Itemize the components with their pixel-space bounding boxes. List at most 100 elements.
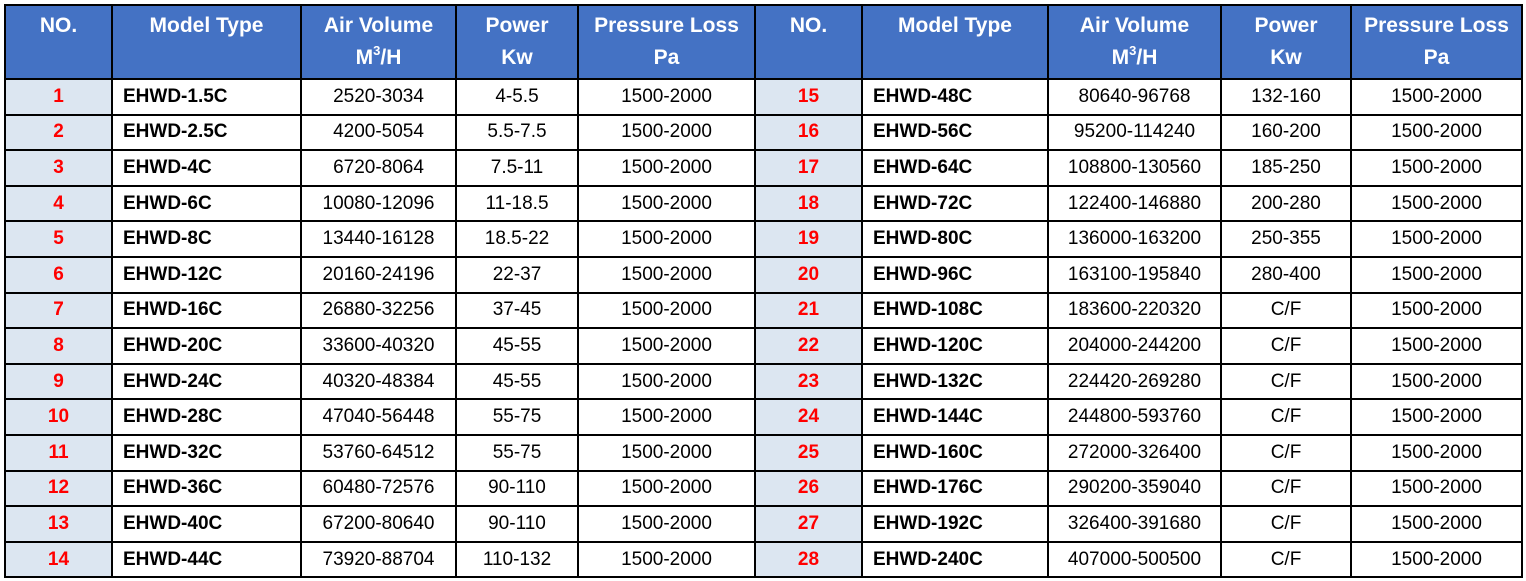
left-pressure-cell: 1500-2000	[577, 113, 756, 152]
table-row: 4 EHWD-6C 10080-12096 11-18.5 1500-2000 18 EHW…	[4, 184, 1523, 223]
table-row: 1 EHWD-1.5C 2520-3034 4-5.5 1500-2000 15 EHWD-…	[4, 78, 1523, 116]
table-row: 11 EHWD-32C 53760-64512 55-75 1500-2000 25 EHW…	[4, 433, 1523, 472]
left-no-cell: 5	[4, 220, 113, 258]
header-no-left: NO.	[4, 4, 113, 80]
left-power-cell: 110-132	[455, 540, 579, 579]
table-row: 9 EHWD-24C 40320-48384 45-55 1500-2000 23 EHWD…	[4, 362, 1523, 401]
right-no-cell: 25	[754, 433, 863, 472]
left-pressure-cell: 1500-2000	[577, 291, 756, 330]
right-model-cell: EHWD-120C	[861, 327, 1049, 365]
right-pressure-cell: 1500-2000	[1350, 149, 1523, 187]
left-pressure-cell: 1500-2000	[577, 255, 756, 294]
right-model-cell: EHWD-72C	[861, 184, 1049, 223]
left-no-cell: 3	[4, 149, 113, 187]
right-no-cell: 28	[754, 540, 863, 579]
left-pressure-cell: 1500-2000	[577, 362, 756, 401]
right-power-cell: C/F	[1220, 505, 1352, 543]
right-air-cell: 272000-326400	[1047, 433, 1222, 472]
left-no-cell: 1	[4, 78, 113, 116]
right-model-cell: EHWD-48C	[861, 78, 1049, 116]
left-pressure-cell: 1500-2000	[577, 469, 756, 508]
right-pressure-cell: 1500-2000	[1350, 540, 1523, 579]
right-pressure-cell: 1500-2000	[1350, 433, 1523, 472]
left-power-cell: 4-5.5	[455, 78, 579, 116]
left-power-cell: 18.5-22	[455, 220, 579, 258]
right-pressure-cell: 1500-2000	[1350, 327, 1523, 365]
right-power-cell: 185-250	[1220, 149, 1352, 187]
left-power-cell: 90-110	[455, 469, 579, 508]
left-power-cell: 90-110	[455, 505, 579, 543]
right-no-cell: 24	[754, 398, 863, 436]
right-no-cell: 18	[754, 184, 863, 223]
header-power-left: Power Kw	[455, 4, 579, 80]
left-pressure-cell: 1500-2000	[577, 184, 756, 223]
right-power-cell: C/F	[1220, 433, 1352, 472]
right-model-cell: EHWD-108C	[861, 291, 1049, 330]
right-model-cell: EHWD-160C	[861, 433, 1049, 472]
right-no-cell: 16	[754, 113, 863, 152]
left-model-cell: EHWD-1.5C	[111, 78, 302, 116]
right-power-cell: 160-200	[1220, 113, 1352, 152]
right-power-cell: C/F	[1220, 327, 1352, 365]
right-no-cell: 19	[754, 220, 863, 258]
right-power-cell: C/F	[1220, 291, 1352, 330]
right-power-cell: C/F	[1220, 540, 1352, 579]
left-pressure-cell: 1500-2000	[577, 433, 756, 472]
left-no-cell: 9	[4, 362, 113, 401]
left-pressure-cell: 1500-2000	[577, 220, 756, 258]
left-pressure-cell: 1500-2000	[577, 540, 756, 579]
right-pressure-cell: 1500-2000	[1350, 398, 1523, 436]
right-no-cell: 21	[754, 291, 863, 330]
left-air-cell: 4200-5054	[300, 113, 457, 152]
left-pressure-cell: 1500-2000	[577, 327, 756, 365]
left-model-cell: EHWD-32C	[111, 433, 302, 472]
table-row: 6 EHWD-12C 20160-24196 22-37 1500-2000 20 EHWD…	[4, 255, 1523, 294]
left-no-cell: 6	[4, 255, 113, 294]
header-no-right: NO.	[754, 4, 863, 80]
left-no-cell: 7	[4, 291, 113, 330]
header-model-right: Model Type	[861, 4, 1049, 80]
left-air-cell: 73920-88704	[300, 540, 457, 579]
left-no-cell: 2	[4, 113, 113, 152]
left-power-cell: 11-18.5	[455, 184, 579, 223]
right-air-cell: 136000-163200	[1047, 220, 1222, 258]
left-air-cell: 40320-48384	[300, 362, 457, 401]
table-row: 13 EHWD-40C 67200-80640 90-110 1500-2000 27 EH…	[4, 505, 1523, 543]
right-no-cell: 17	[754, 149, 863, 187]
left-power-cell: 5.5-7.5	[455, 113, 579, 152]
right-pressure-cell: 1500-2000	[1350, 255, 1523, 294]
right-no-cell: 27	[754, 505, 863, 543]
right-pressure-cell: 1500-2000	[1350, 220, 1523, 258]
left-power-cell: 45-55	[455, 362, 579, 401]
left-air-cell: 26880-32256	[300, 291, 457, 330]
right-model-cell: EHWD-96C	[861, 255, 1049, 294]
header-model-left: Model Type	[111, 4, 302, 80]
right-no-cell: 20	[754, 255, 863, 294]
left-power-cell: 22-37	[455, 255, 579, 294]
right-pressure-cell: 1500-2000	[1350, 362, 1523, 401]
right-power-cell: 250-355	[1220, 220, 1352, 258]
right-air-cell: 80640-96768	[1047, 78, 1222, 116]
left-air-cell: 10080-12096	[300, 184, 457, 223]
left-model-cell: EHWD-6C	[111, 184, 302, 223]
left-pressure-cell: 1500-2000	[577, 149, 756, 187]
table-body: 1 EHWD-1.5C 2520-3034 4-5.5 1500-2000 15 EHWD-…	[4, 78, 1523, 579]
left-air-cell: 53760-64512	[300, 433, 457, 472]
right-power-cell: 132-160	[1220, 78, 1352, 116]
right-model-cell: EHWD-192C	[861, 505, 1049, 543]
right-pressure-cell: 1500-2000	[1350, 505, 1523, 543]
left-model-cell: EHWD-2.5C	[111, 113, 302, 152]
left-air-cell: 33600-40320	[300, 327, 457, 365]
left-air-cell: 67200-80640	[300, 505, 457, 543]
left-model-cell: EHWD-4C	[111, 149, 302, 187]
table-row: 3 EHWD-4C 6720-8064 7.5-11 1500-2000 17 EHWD-6…	[4, 149, 1523, 187]
table-row: 12 EHWD-36C 60480-72576 90-110 1500-2000 26 EH…	[4, 469, 1523, 508]
left-air-cell: 20160-24196	[300, 255, 457, 294]
left-air-cell: 13440-16128	[300, 220, 457, 258]
left-power-cell: 45-55	[455, 327, 579, 365]
left-model-cell: EHWD-28C	[111, 398, 302, 436]
left-no-cell: 10	[4, 398, 113, 436]
right-air-cell: 183600-220320	[1047, 291, 1222, 330]
table-row: 5 EHWD-8C 13440-16128 18.5-22 1500-2000 19 EHW…	[4, 220, 1523, 258]
left-no-cell: 4	[4, 184, 113, 223]
